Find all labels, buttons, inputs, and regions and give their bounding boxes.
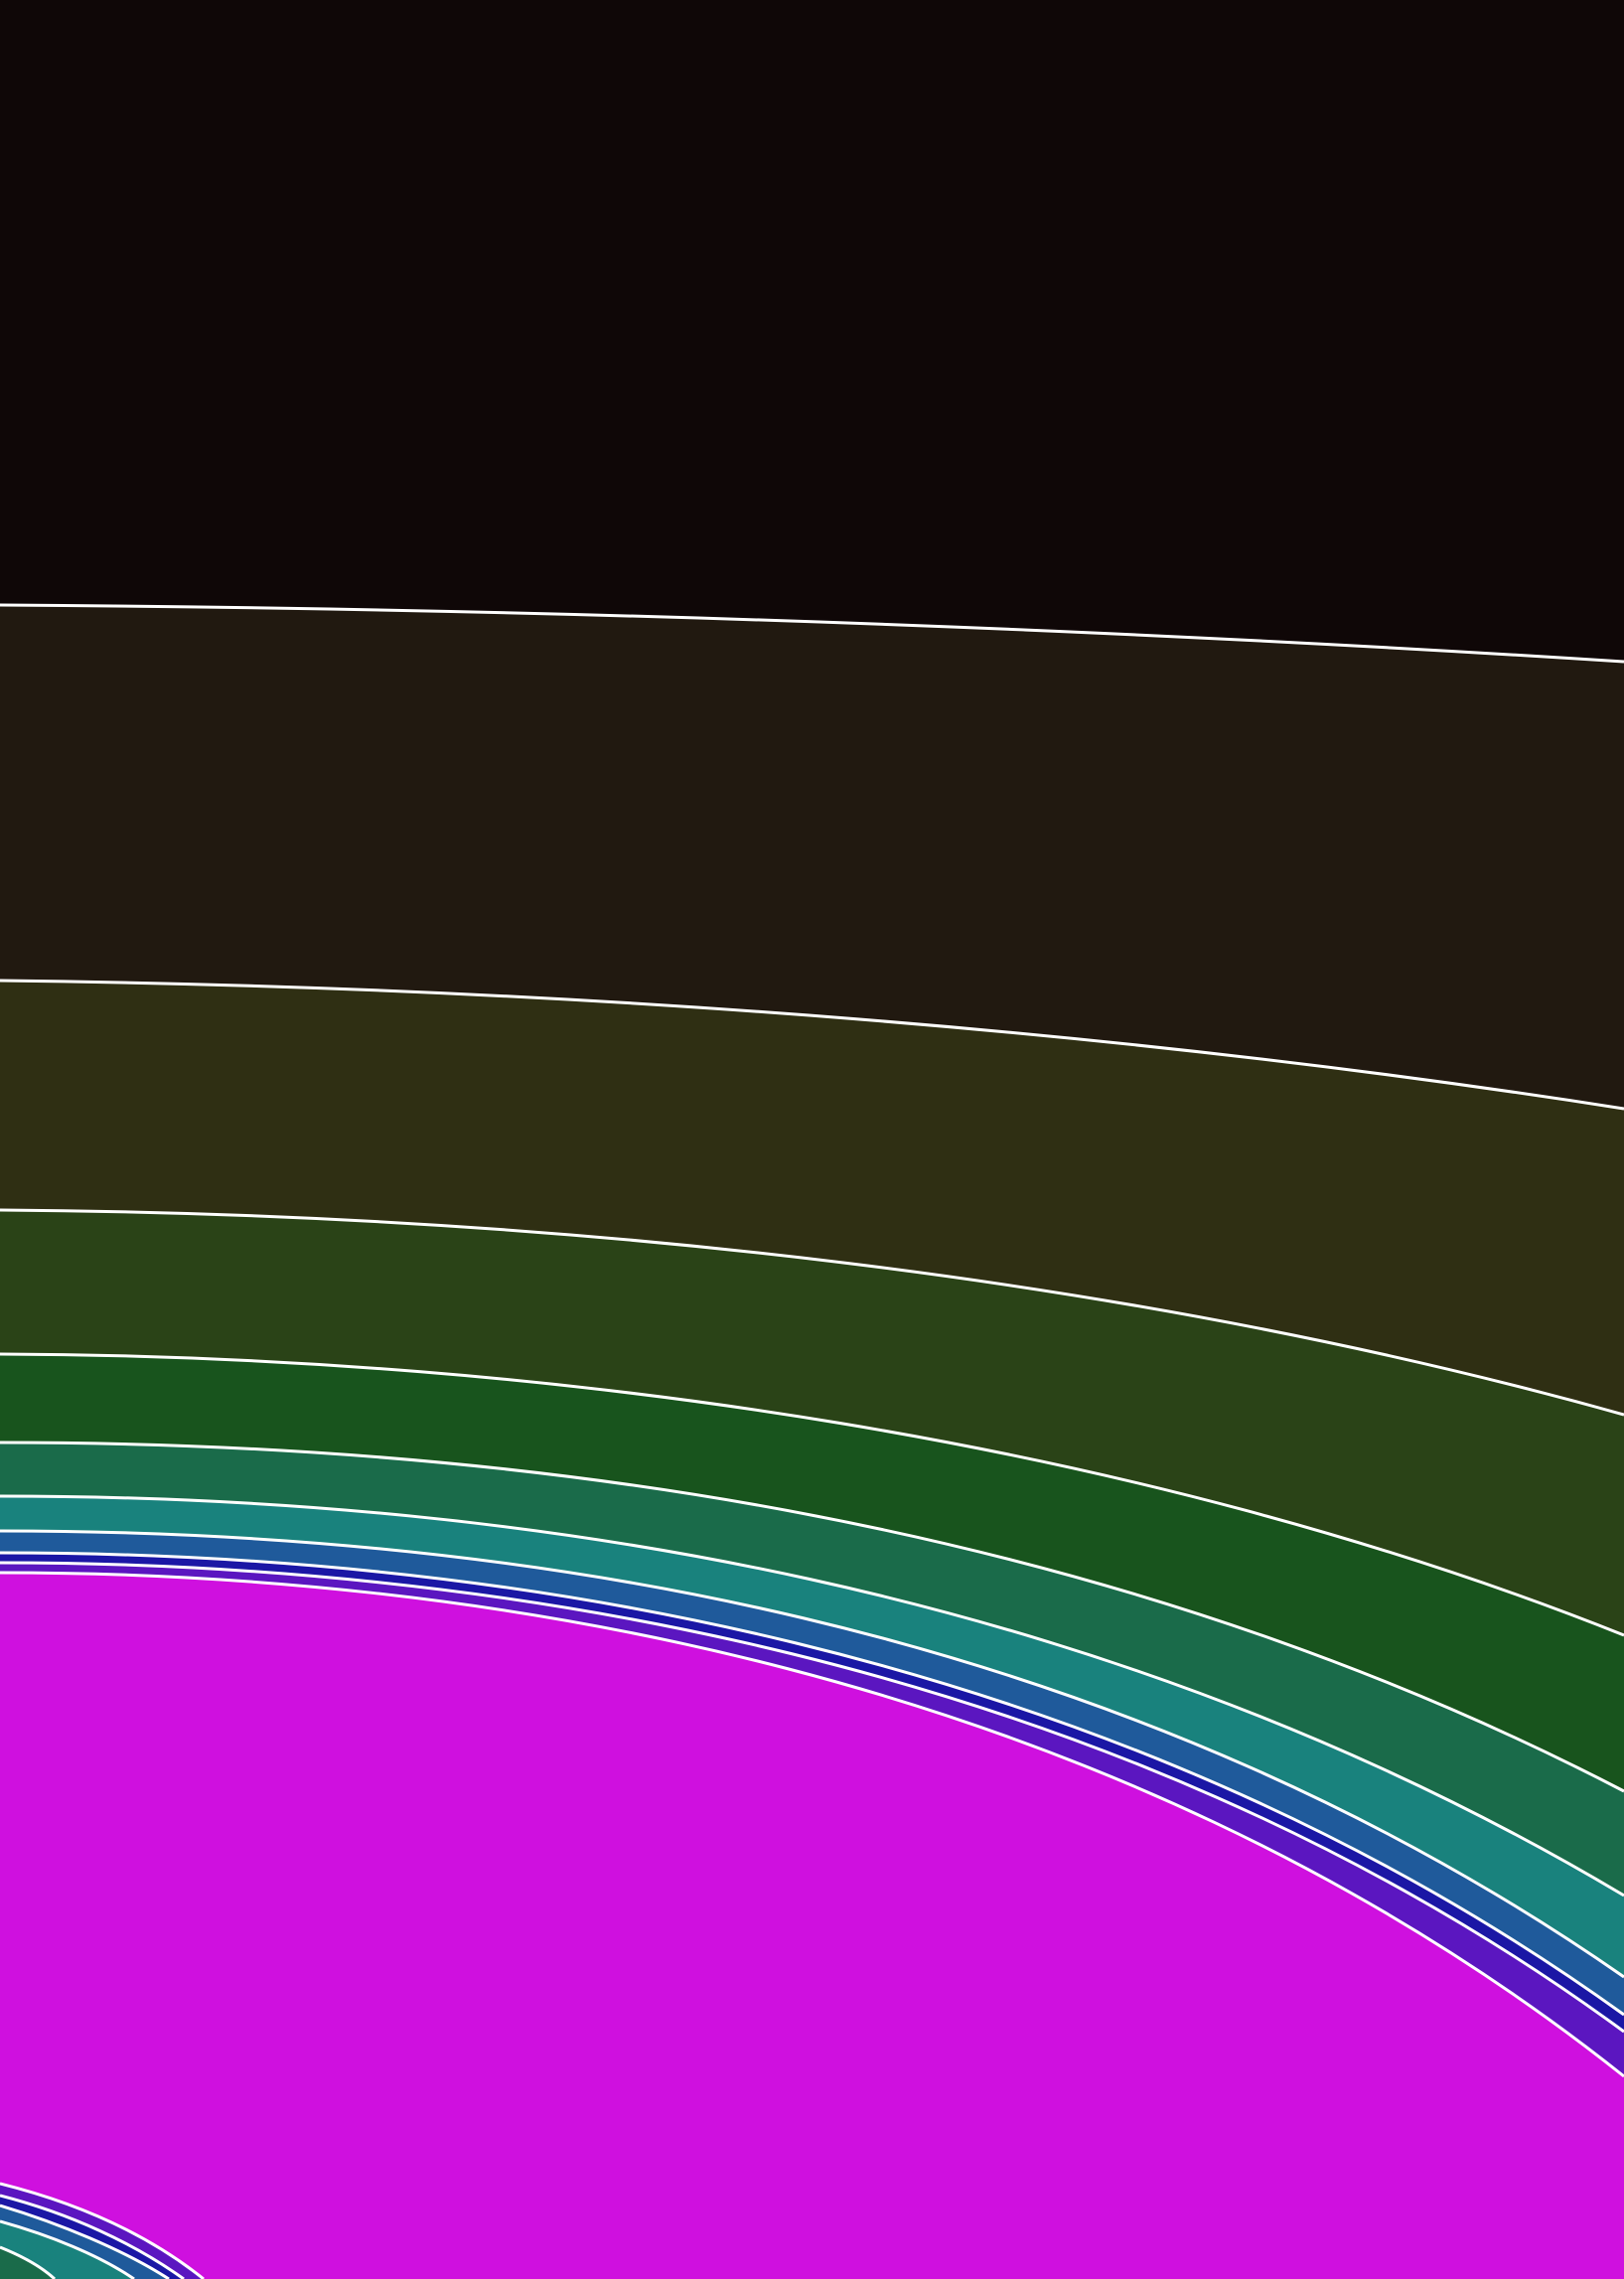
inner-line-3 xyxy=(0,2203,170,2279)
contour-line-5 xyxy=(0,1441,1624,1793)
contour-line-8 xyxy=(0,1551,1624,2017)
inner-line-5 xyxy=(0,2245,57,2279)
contour-line-7 xyxy=(0,1529,1624,1979)
contour-line-9 xyxy=(0,1561,1624,2034)
contour-line-10 xyxy=(0,1571,1624,2078)
contour-line-6 xyxy=(0,1494,1624,1898)
contour-line-4 xyxy=(0,1352,1624,1637)
contour-line-1 xyxy=(0,603,1624,664)
contour-lines xyxy=(0,603,1624,2279)
contour-band-10 xyxy=(0,1573,1624,2279)
contour-line-2 xyxy=(0,979,1624,1111)
contour-line-3 xyxy=(0,1208,1624,1417)
inner-line-1 xyxy=(0,2182,205,2279)
inner-line-2 xyxy=(0,2194,185,2279)
inner-line-4 xyxy=(0,2219,135,2279)
inner-band-5 xyxy=(0,2247,55,2279)
